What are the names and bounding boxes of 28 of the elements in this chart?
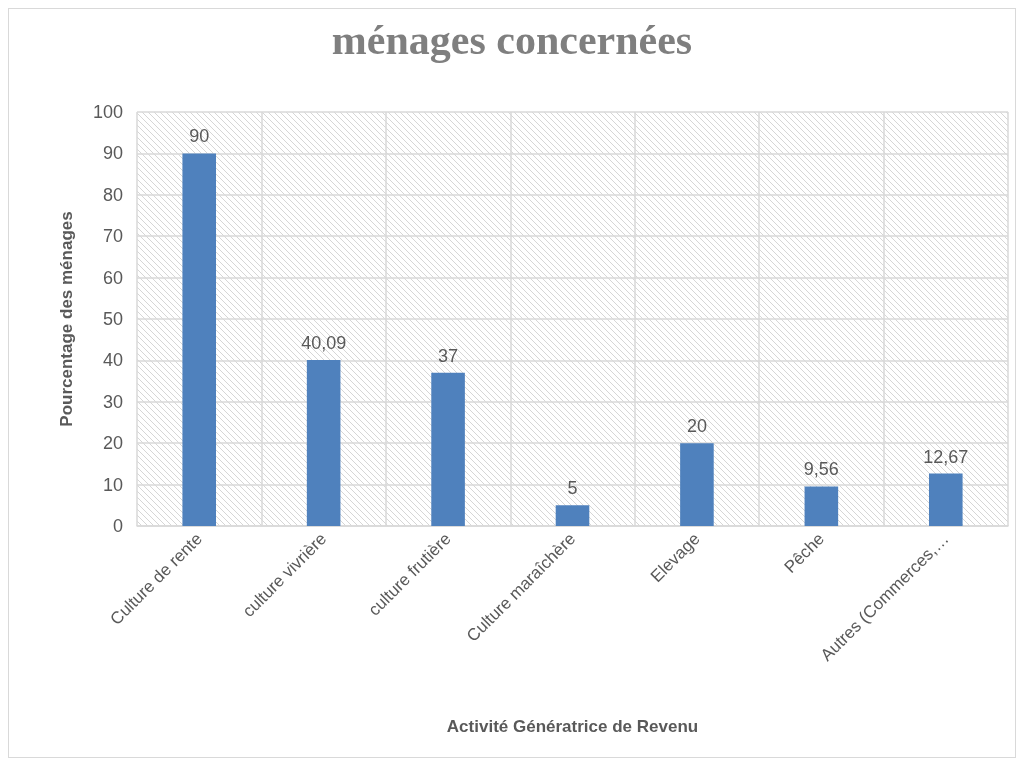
x-axis-title: Activité Génératrice de Revenu — [446, 717, 699, 736]
y-tick-label: 0 — [112, 516, 123, 536]
y-axis-title: Pourcentage des ménages — [57, 211, 76, 427]
bar — [804, 486, 839, 526]
bar — [555, 505, 590, 526]
y-tick-label: 70 — [102, 226, 123, 247]
y-tick-label: 40 — [102, 350, 123, 371]
data-label: 5 — [567, 478, 578, 499]
data-label: 12,67 — [923, 446, 969, 467]
y-tick-label: 60 — [102, 267, 123, 288]
bar — [306, 360, 341, 526]
bar — [431, 372, 465, 526]
y-tick-label: 50 — [102, 309, 123, 329]
data-label: 37 — [438, 345, 459, 366]
chart-title: ménages concernées — [331, 17, 693, 63]
data-label: 9,56 — [803, 459, 839, 480]
y-tick-label: 30 — [102, 391, 123, 412]
bar — [680, 443, 714, 526]
data-label: 40,09 — [301, 333, 347, 354]
y-tick-label: 90 — [102, 143, 123, 164]
data-label: 20 — [686, 416, 707, 437]
y-tick-label: 100 — [92, 102, 123, 122]
y-tick-label: 80 — [102, 184, 123, 205]
bar — [182, 153, 217, 526]
y-tick-label: 10 — [102, 474, 123, 495]
data-label: 90 — [189, 126, 210, 147]
y-tick-label: 20 — [102, 433, 123, 454]
bar — [928, 473, 963, 526]
